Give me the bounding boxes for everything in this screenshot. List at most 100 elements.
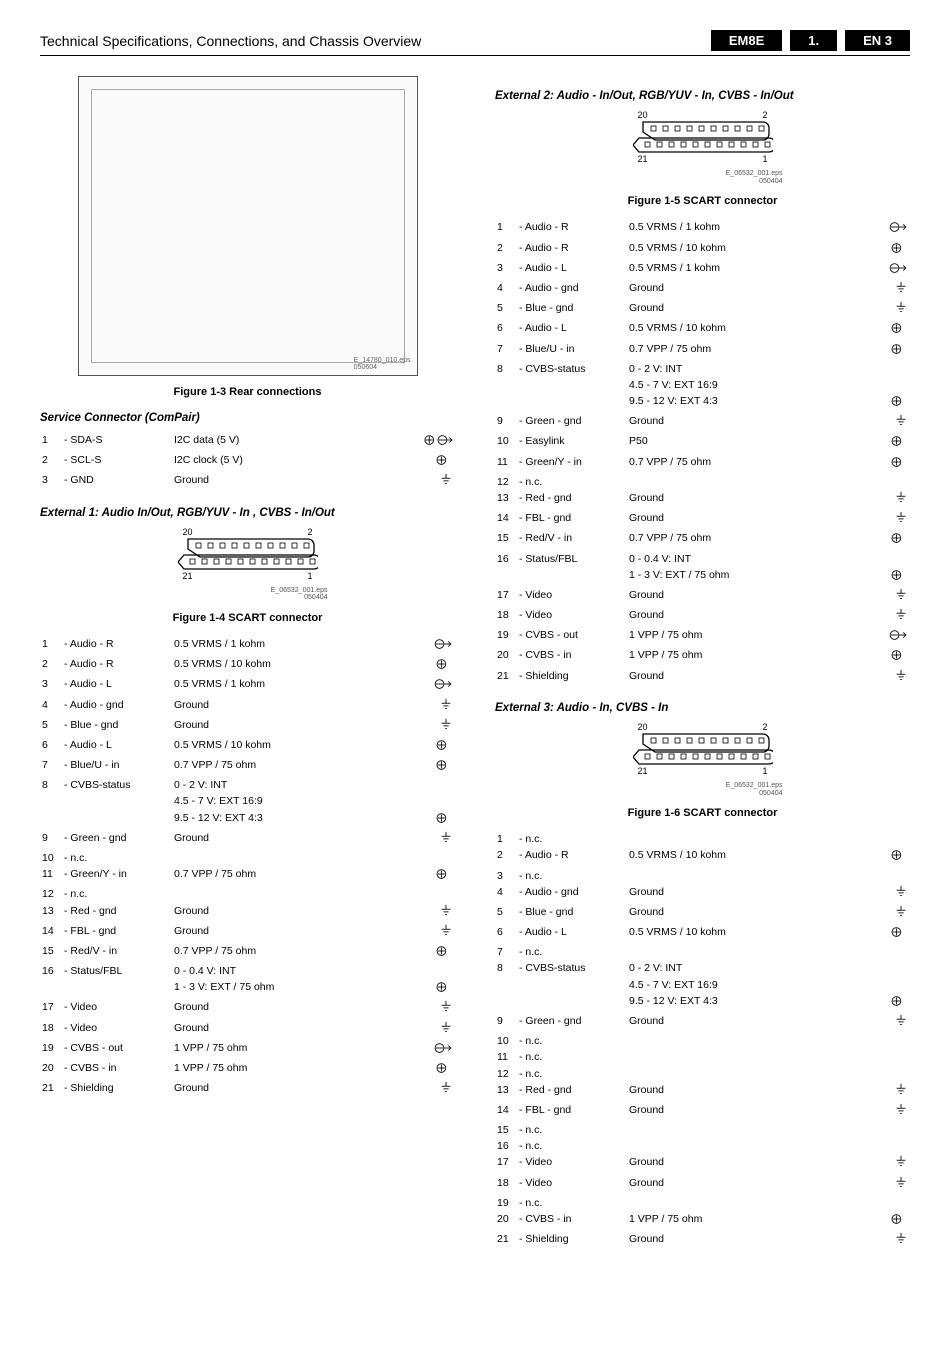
pin-row: 15- n.c. (495, 1122, 910, 1138)
pin-row: 7- n.c. (495, 944, 910, 960)
pin-name: - Audio - L (517, 320, 627, 340)
pin-symbol-icon (882, 587, 910, 607)
pin-value (627, 474, 882, 490)
pin-symbol-icon (882, 831, 910, 847)
pin-number: 16 (495, 1138, 517, 1154)
pin-row: 13- Red - gndGround (40, 903, 455, 923)
pin-name: - Green/Y - in (62, 866, 172, 886)
external-2-title: External 2: Audio - In/Out, RGB/YUV - In… (495, 90, 910, 102)
pin-number: 9 (40, 830, 62, 850)
pin-row: 4.5 - 7 V: EXT 16:9 (495, 377, 910, 393)
pin-number: 9 (495, 413, 517, 433)
pin-symbol-icon (882, 847, 910, 867)
figure-1-4-caption: Figure 1-4 SCART connector (40, 612, 455, 624)
pin-symbol-icon (882, 300, 910, 320)
pin-name: - Video (62, 999, 172, 1019)
pin-symbol-icon (427, 737, 455, 757)
pin-symbol-icon (882, 1154, 910, 1174)
pin-symbol-icon (427, 923, 455, 943)
pin-row: 20- CVBS - in1 VPP / 75 ohm (495, 647, 910, 667)
pin-symbol-icon (427, 793, 455, 809)
pin-number: 13 (495, 490, 517, 510)
pin-number: 12 (495, 474, 517, 490)
pin-symbol-icon (427, 1040, 455, 1060)
pin-symbol-icon (427, 999, 455, 1019)
pin-value: Ground (172, 717, 427, 737)
pin-symbol-icon (427, 810, 455, 830)
pin-name: - CVBS - out (517, 627, 627, 647)
pin-number: 18 (495, 607, 517, 627)
pin-row: 4- Audio - gndGround (495, 280, 910, 300)
pin-value: 0.7 VPP / 75 ohm (172, 866, 427, 886)
rear-connections-diagram: E_14780_010.eps 050604 (78, 76, 418, 376)
pin-value: 9.5 - 12 V: EXT 4:3 (172, 810, 427, 830)
pin-name: - n.c. (517, 944, 627, 960)
pin-value: 0.5 VRMS / 1 kohm (172, 636, 427, 656)
pin-row: 20- CVBS - in1 VPP / 75 ohm (495, 1211, 910, 1231)
pin-number: 12 (40, 886, 62, 902)
pin-row: 20- CVBS - in1 VPP / 75 ohm (40, 1060, 455, 1080)
scart-icon (633, 120, 773, 154)
pin-row: 15- Red/V - in0.7 VPP / 75 ohm (40, 943, 455, 963)
pin-number: 14 (495, 510, 517, 530)
pin-name: - n.c. (517, 1195, 627, 1211)
pin-value (627, 1195, 882, 1211)
pin-name: - CVBS - in (517, 647, 627, 667)
pin-name (517, 993, 627, 1013)
pin-name: - Status/FBL (517, 551, 627, 567)
pin-number: 13 (40, 903, 62, 923)
pin-name: - Blue/U - in (517, 341, 627, 361)
pin-number: 10 (495, 433, 517, 453)
service-pins-table: 1- SDA-SI2C data (5 V)2- SCL-SI2C clock … (40, 432, 455, 493)
pin-symbol-icon (882, 510, 910, 530)
pin-value (172, 850, 427, 866)
pin-value: Ground (627, 1102, 882, 1122)
pin-value: P50 (627, 433, 882, 453)
pin-row: 21- ShieldingGround (495, 668, 910, 688)
pin-symbol-icon (882, 219, 910, 239)
pin-name: - Video (517, 587, 627, 607)
pin-symbol-icon (882, 1195, 910, 1211)
pin-row: 19- CVBS - out1 VPP / 75 ohm (495, 627, 910, 647)
pin-name: - Red - gnd (62, 903, 172, 923)
pin-number: 10 (40, 850, 62, 866)
pin-symbol-icon (427, 979, 455, 999)
pin-name: - Green - gnd (517, 1013, 627, 1033)
pin-symbol-icon (882, 944, 910, 960)
pin-name (62, 793, 172, 809)
pin-row: 8- CVBS-status0 - 2 V: INT (495, 960, 910, 976)
pin-number: 19 (495, 627, 517, 647)
pin-symbol-icon (427, 1080, 455, 1100)
pin-name: - Audio - L (517, 924, 627, 944)
scart-icon (633, 732, 773, 766)
pin-name: - Video (517, 1175, 627, 1195)
pin-value: Ground (172, 697, 427, 717)
pin-symbol-icon (427, 866, 455, 886)
pin-name: - Green - gnd (62, 830, 172, 850)
pin-number (495, 977, 517, 993)
pin-value: Ground (172, 472, 421, 492)
pin-name: - FBL - gnd (517, 1102, 627, 1122)
figure-1-6-caption: Figure 1-6 SCART connector (495, 807, 910, 819)
pin-symbol-icon (882, 627, 910, 647)
pin-value: 0.5 VRMS / 10 kohm (627, 924, 882, 944)
pin-value: 1 VPP / 75 ohm (172, 1040, 427, 1060)
pin-symbol-icon (882, 993, 910, 1013)
pin-name: - Audio - R (517, 847, 627, 867)
pin-symbol-icon (882, 1082, 910, 1102)
pin-value: Ground (627, 1231, 882, 1251)
pin-name (517, 567, 627, 587)
pin-row: 17- VideoGround (495, 1154, 910, 1174)
pin-symbol-icon (882, 1231, 910, 1251)
pin-row: 1 - 3 V: EXT / 75 ohm (40, 979, 455, 999)
pin-symbol-icon (882, 607, 910, 627)
pin-name (517, 977, 627, 993)
pin-row: 9- Green - gndGround (40, 830, 455, 850)
pin-row: 1- SDA-SI2C data (5 V) (40, 432, 455, 452)
pin-name: - CVBS - out (62, 1040, 172, 1060)
ext3-pins-table: 1- n.c.2- Audio - R0.5 VRMS / 10 kohm3- … (495, 831, 910, 1251)
pin-row: 9- Green - gndGround (495, 413, 910, 433)
pin-value: 0.5 VRMS / 10 kohm (627, 847, 882, 867)
pin-symbol-icon (882, 393, 910, 413)
pin-value: 0 - 2 V: INT (627, 960, 882, 976)
